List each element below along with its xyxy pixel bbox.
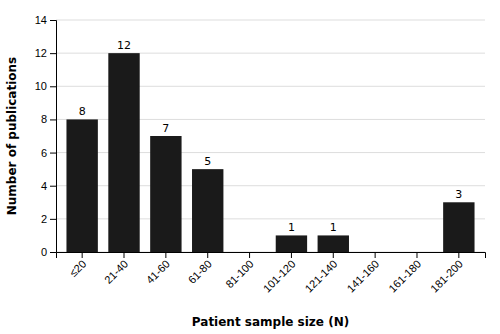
tick-label: 41-60: [144, 258, 172, 286]
bar: [192, 169, 223, 252]
chart: 0 2 4 6 8 10 12 14 ≤20 21-40 41-60 61-80 81-100101-1…: [0, 0, 500, 334]
tick-mark: [333, 252, 334, 258]
tick-label: 14: [35, 14, 47, 26]
tick-mark: [165, 252, 166, 258]
bar: [108, 53, 139, 252]
tick: 0: [41, 246, 56, 258]
tick: 14: [35, 14, 56, 26]
tick: 2: [41, 213, 56, 225]
tick: 10: [35, 80, 56, 92]
tick-label: 0: [41, 246, 47, 258]
tick: 12: [35, 47, 56, 59]
tick-label: 121-140: [302, 258, 339, 295]
tick: 4: [41, 180, 56, 192]
bar: [234, 252, 265, 253]
tick-mark: [458, 252, 459, 258]
tick-mark: [50, 219, 56, 220]
y-axis-title: Number of publications: [5, 57, 19, 216]
tick-label: 181-200: [428, 258, 465, 295]
tick-label: ≤20: [67, 258, 88, 279]
bar: [150, 136, 181, 252]
tick-label: 21-40: [102, 258, 130, 286]
tick-mark: [50, 53, 56, 54]
tick-label: 12: [35, 47, 47, 59]
tick-mark: [82, 252, 83, 258]
bar: [318, 235, 349, 252]
tick-label: 2: [41, 213, 47, 225]
bar: [276, 235, 307, 252]
tick-label: 10: [35, 80, 47, 92]
tick: 101-120: [261, 252, 298, 295]
tick-label: 101-120: [261, 258, 298, 295]
tick: ≤20: [67, 252, 88, 279]
axis-line: [50, 21, 57, 253]
tick-label: 81-100: [223, 258, 256, 291]
tick-mark: [375, 252, 376, 258]
tick: 41-60: [144, 252, 172, 286]
tick-mark: [50, 186, 56, 187]
grid-line: [56, 20, 485, 21]
data-label: 3: [455, 188, 462, 201]
data-label: 1: [288, 221, 295, 234]
bars: [66, 53, 474, 252]
data-label: 7: [162, 122, 169, 135]
tick-label: 141-160: [344, 258, 381, 295]
data-label: 8: [79, 105, 86, 118]
tick-mark: [124, 252, 125, 258]
data-labels: 8 12 7 5 1 1 3: [79, 39, 463, 234]
tick: 81-100: [223, 252, 256, 290]
data-label: 1: [330, 221, 337, 234]
x-axis: ≤20 21-40 41-60 61-80 81-100101-120121-14014…: [57, 252, 486, 295]
tick-mark: [207, 252, 208, 258]
tick-label: 61-80: [186, 258, 214, 286]
tick: 21-40: [102, 252, 130, 286]
tick-mark: [50, 119, 56, 120]
tick: 61-80: [186, 252, 214, 286]
tick-label: 161-180: [386, 258, 423, 295]
bar: [66, 119, 97, 252]
tick-mark: [291, 252, 292, 258]
bar: [401, 252, 432, 253]
tick-mark: [249, 252, 250, 258]
tick-mark: [416, 252, 417, 258]
tick-label: 6: [41, 147, 47, 159]
grid: [56, 20, 485, 252]
y-axis: 0 2 4 6 8 10 12 14: [35, 14, 57, 258]
tick-mark: [50, 252, 56, 253]
bar: [359, 252, 390, 253]
tick-mark: [50, 86, 56, 87]
bar: [443, 202, 474, 252]
x-axis-title: Patient sample size (N): [192, 315, 349, 329]
tick-mark: [50, 20, 56, 21]
tick-mark: [50, 153, 56, 154]
data-label: 5: [204, 155, 211, 168]
data-label: 12: [117, 39, 131, 52]
tick: 6: [41, 147, 56, 159]
tick: 161-180: [386, 252, 423, 295]
tick-label: 4: [41, 180, 47, 192]
tick: 141-160: [344, 252, 381, 295]
tick: 8: [41, 113, 56, 125]
tick-label: 8: [41, 113, 47, 125]
plot: 0 2 4 6 8 10 12 14 ≤20 21-40 41-60 61-80 81-100101-1…: [35, 14, 486, 295]
tick: 181-200: [428, 252, 465, 295]
tick: 121-140: [302, 252, 339, 295]
